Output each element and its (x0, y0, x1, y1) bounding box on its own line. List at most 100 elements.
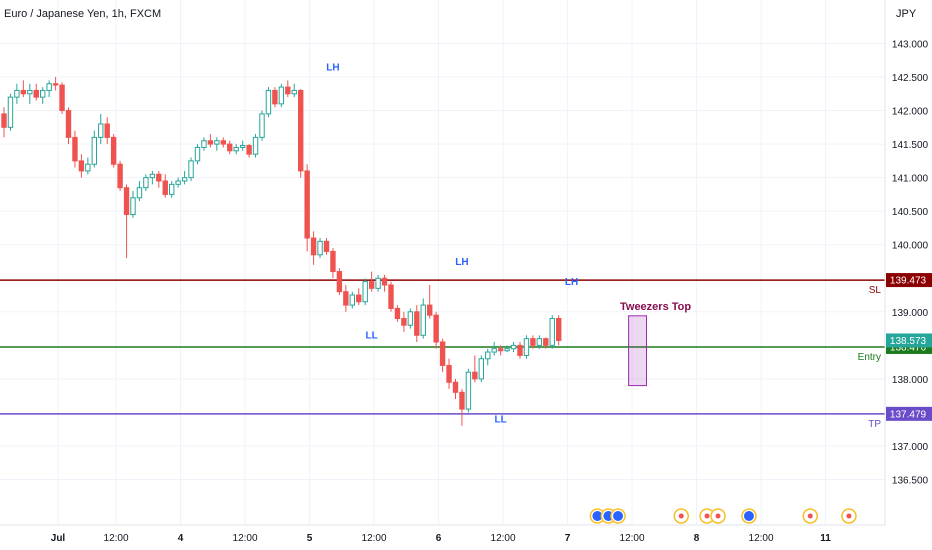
candle-body (543, 338, 549, 346)
candle (472, 355, 478, 383)
candle-body (259, 113, 265, 138)
candle (227, 140, 233, 155)
candle (72, 130, 78, 168)
candle (336, 268, 343, 296)
candle-body (169, 183, 175, 195)
candle-body (465, 371, 472, 410)
candle-body (252, 136, 259, 155)
level-price-text: 137.479 (890, 409, 927, 420)
candle (259, 110, 265, 141)
candle-body (446, 364, 452, 383)
candle (427, 284, 433, 319)
time-tick: 8 (694, 533, 700, 544)
candle (407, 308, 414, 329)
price-tick: 138.000 (892, 375, 929, 386)
time-tick: 5 (307, 533, 313, 544)
candle-body (291, 89, 297, 95)
time-tick: 12:00 (620, 533, 645, 544)
time-tick: 4 (178, 533, 184, 544)
candle-body (123, 187, 130, 216)
candle-body (214, 140, 220, 145)
candle (46, 80, 52, 98)
candle (117, 160, 123, 192)
candle (381, 274, 388, 292)
candle (136, 180, 143, 202)
tweezers-box (628, 315, 647, 387)
candle (272, 87, 278, 108)
candle-body (85, 163, 91, 172)
candle (239, 140, 246, 151)
price-tick: 137.000 (892, 442, 929, 453)
candle-body (285, 86, 291, 95)
swing-label-lh: LH (565, 277, 578, 288)
candle (91, 130, 97, 168)
tweezers-label: Tweezers Top (620, 301, 691, 313)
candle-body (485, 351, 491, 360)
time-tick: 7 (565, 533, 571, 544)
candle (149, 170, 156, 185)
event-marker-dot (715, 513, 721, 519)
candle-body (20, 89, 27, 95)
candle (156, 170, 162, 188)
candle-body (298, 89, 304, 172)
candle-body (523, 338, 530, 356)
candle-body (317, 240, 323, 256)
candle-body (239, 144, 246, 148)
candle-body (343, 291, 349, 306)
candle (375, 274, 381, 292)
candle-body (536, 338, 543, 346)
candle-body (220, 140, 227, 145)
candle-body (517, 344, 523, 356)
candle (485, 348, 491, 366)
candle (530, 335, 536, 349)
candle (33, 83, 39, 101)
tweezers-highlight: Tweezers Top (620, 301, 691, 387)
candle (414, 305, 420, 342)
candle-body (130, 197, 136, 216)
candle (543, 337, 549, 349)
candle-body (201, 140, 207, 148)
candle-body (207, 140, 214, 145)
candle-body (323, 240, 330, 252)
level-label-sl: SL (869, 285, 882, 296)
event-marker-dot (592, 511, 603, 521)
candle-body (452, 381, 459, 393)
candle (420, 298, 426, 339)
candle (252, 134, 259, 158)
candle-body (162, 180, 168, 195)
symbol-title: Euro / Japanese Yen, 1h, FXCM (4, 8, 162, 20)
candle-body (407, 311, 414, 326)
event-marker-dot (807, 513, 813, 519)
candle (233, 144, 239, 155)
candle (175, 177, 181, 188)
candle (439, 338, 446, 373)
candle (20, 80, 27, 98)
candle-body (336, 271, 343, 293)
horizontal-levels: SL Entry TP (0, 279, 885, 430)
level-price-tag-sl (886, 273, 932, 288)
candle (14, 83, 20, 104)
candle (214, 137, 220, 151)
candle (504, 345, 510, 353)
candle (59, 82, 65, 114)
level-price-tag-tp (886, 406, 932, 421)
candle-body (375, 277, 381, 289)
candle-body (556, 318, 562, 341)
candle-body (420, 304, 426, 336)
candle-body (175, 180, 181, 185)
time-tick: 12:00 (104, 533, 129, 544)
candle-body (504, 348, 510, 352)
candle (104, 117, 110, 145)
price-tick: 136.500 (892, 476, 929, 487)
candle (433, 311, 439, 349)
candle (465, 368, 472, 413)
time-tick: 12:00 (491, 533, 516, 544)
candle (317, 238, 323, 259)
level-label-entry: Entry (858, 352, 881, 363)
candle (181, 170, 188, 185)
event-marker-dot (846, 513, 852, 519)
event-markers (589, 508, 857, 524)
candle-body (388, 284, 394, 309)
candle-body (59, 84, 65, 112)
swing-label-lh: LH (326, 62, 339, 73)
